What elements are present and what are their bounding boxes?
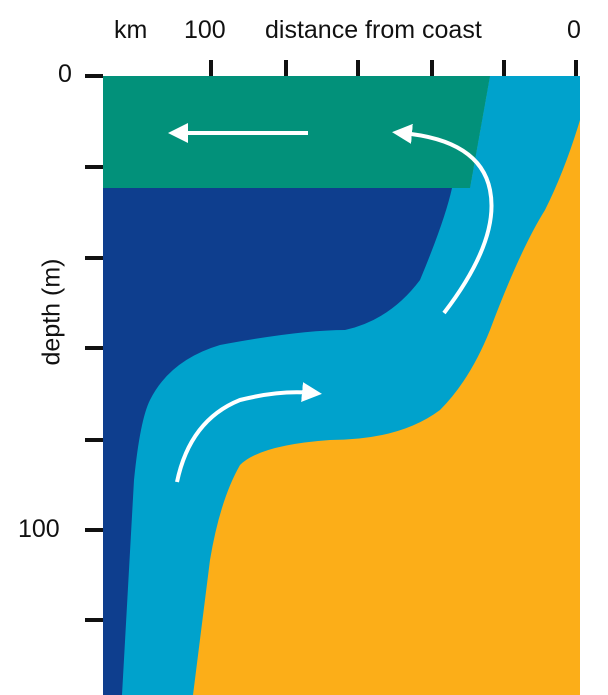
seabed bbox=[193, 120, 580, 695]
left-axis-100-label: 100 bbox=[18, 515, 60, 543]
left-axis-title: depth (m) bbox=[37, 258, 66, 366]
curved-arrow-icon bbox=[175, 382, 322, 483]
curved-arrow-icon bbox=[392, 123, 494, 315]
top-axis-ticks bbox=[209, 60, 578, 76]
left-axis-zero-label: 0 bbox=[58, 60, 72, 88]
top-axis-title: distance from coast bbox=[265, 16, 482, 44]
top-axis-zero-label: 0 bbox=[567, 16, 581, 44]
top-axis-100-label: 100 bbox=[184, 16, 226, 44]
top-axis-km-label: km bbox=[114, 16, 148, 44]
left-axis-ticks bbox=[85, 74, 103, 622]
